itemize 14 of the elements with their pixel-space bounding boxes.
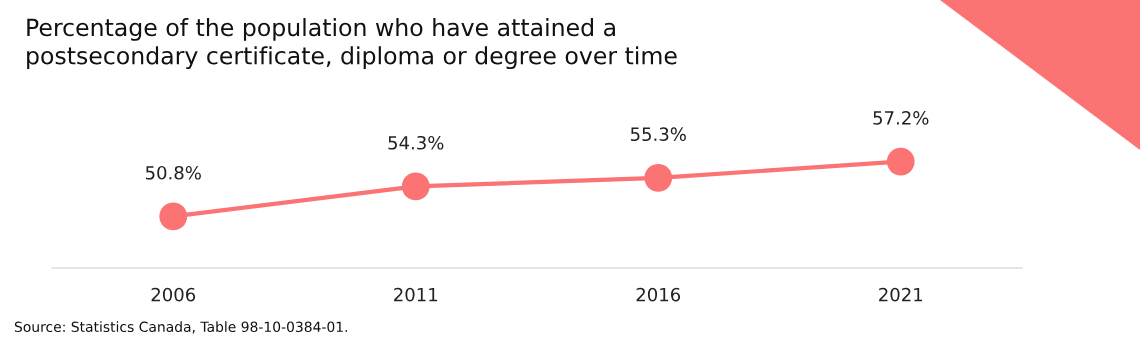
data-label: 50.8% <box>145 165 201 180</box>
x-tick-label: 2011 <box>394 287 438 302</box>
point <box>401 172 430 201</box>
chart-title: Percentage of the population who have attained a postsecondary certificate, diploma or degree over time <box>27 18 677 70</box>
data-label: 57.2% <box>873 111 929 125</box>
data-label: 55.3% <box>630 127 686 142</box>
x-tick-label: 2006 <box>151 287 196 302</box>
point <box>159 202 188 231</box>
data-label: 54.3% <box>388 135 444 150</box>
source-note: Source: Statistics Canada, Table 98-10-0384-01. <box>14 321 348 334</box>
point <box>886 147 915 176</box>
x-tick-label: 2016 <box>636 287 681 302</box>
x-tick-label: 2021 <box>879 287 923 302</box>
point <box>644 163 673 192</box>
